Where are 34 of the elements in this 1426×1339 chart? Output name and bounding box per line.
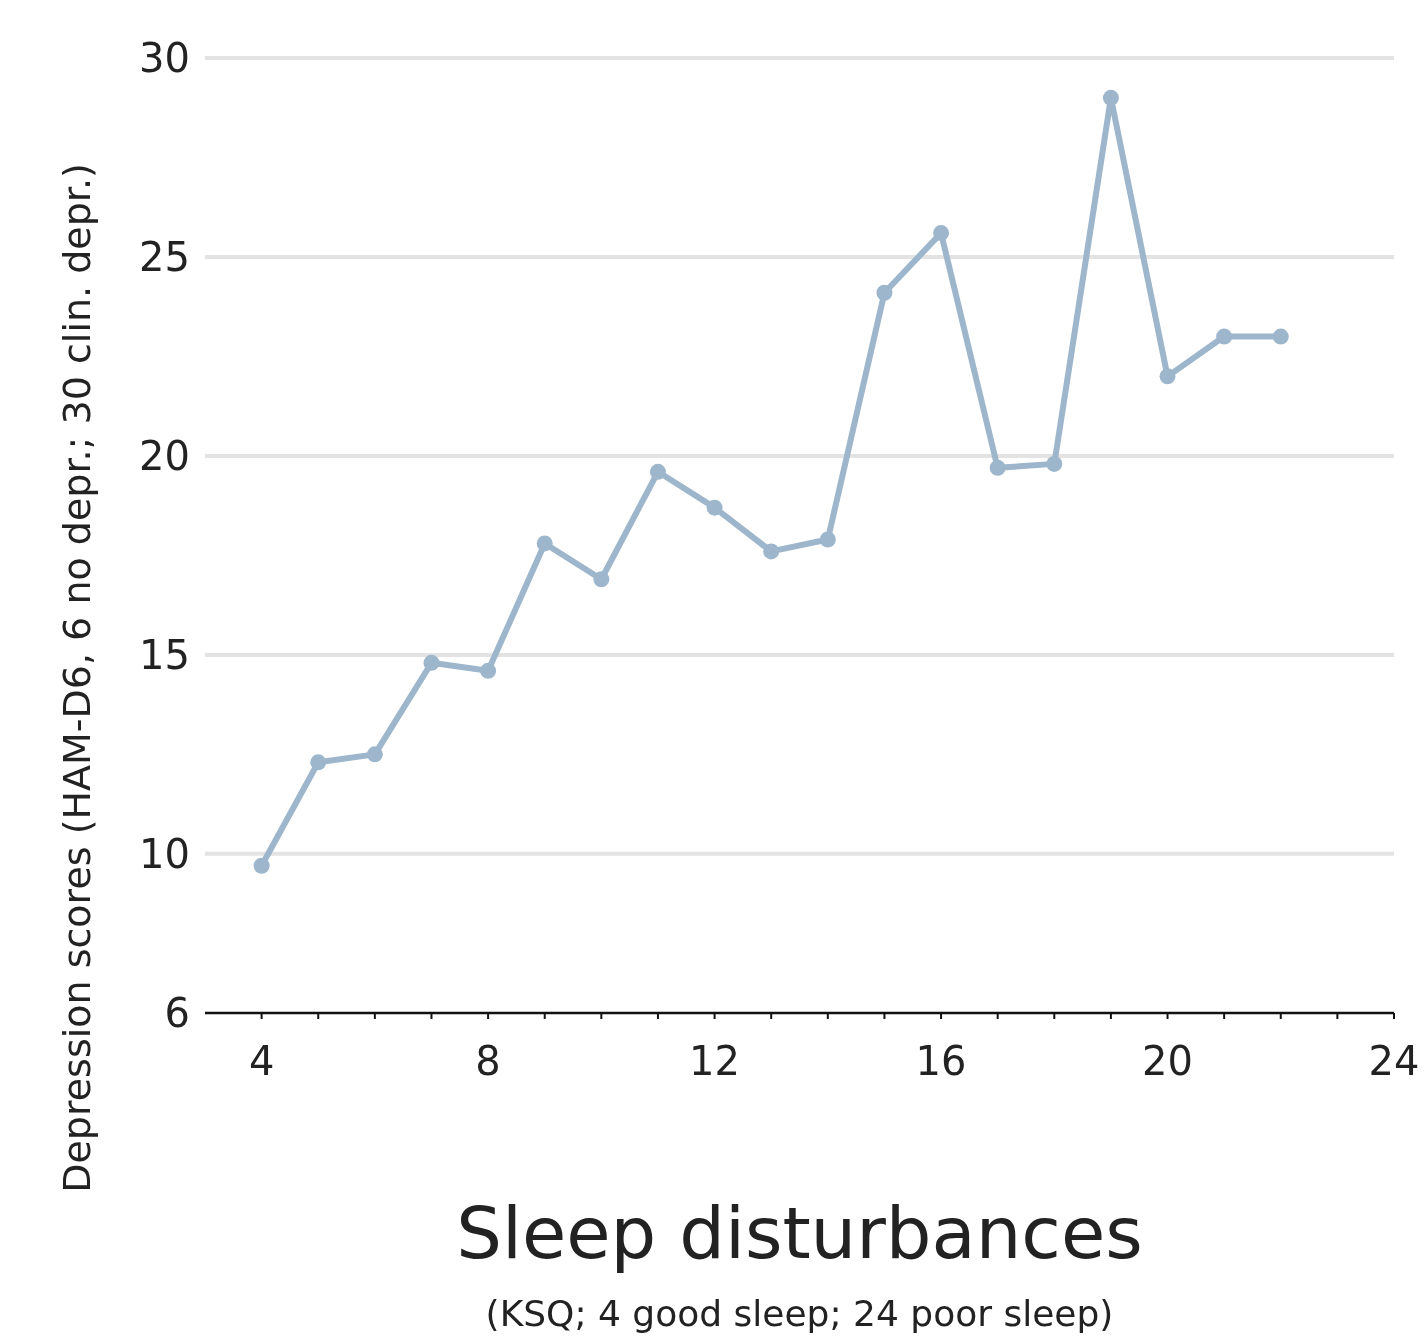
x-tick-label: 20 [1142,1038,1193,1084]
point [366,746,383,763]
point [933,225,950,242]
y-axis-title: Depression scores (HAM-D6, 6 no depr.; 30 clin. depr.) [55,163,99,1193]
point [1272,328,1289,345]
x-tick-label: 4 [248,1038,275,1084]
x-axis-title: Sleep disturbances [456,1191,1143,1275]
point [819,531,836,548]
point [876,284,893,301]
point [536,535,553,552]
text: (KSQ; 4 good sleep; 24 poor sleep) [485,1293,1114,1334]
point [423,654,440,671]
point [649,463,666,480]
point [1102,89,1119,106]
x-tick-label: 12 [689,1038,741,1084]
point [1159,368,1176,385]
point [1216,328,1233,345]
x-tick-label: 24 [1368,1038,1420,1084]
point [763,543,780,560]
y-tick-label: 10 [139,830,190,877]
point [310,754,327,771]
y-tick-label: 25 [139,233,190,280]
y-tick-label: 20 [139,432,190,479]
point [1046,455,1063,472]
y-tick-label: 30 [139,35,190,81]
point [989,459,1006,476]
point [480,662,497,679]
point [706,499,723,516]
point [253,857,270,874]
y-tick-label: 6 [164,990,190,1036]
x-tick-label: 16 [915,1038,967,1084]
point [593,571,610,588]
y-tick-label: 15 [139,631,190,678]
x-tick-label: 8 [475,1038,501,1084]
